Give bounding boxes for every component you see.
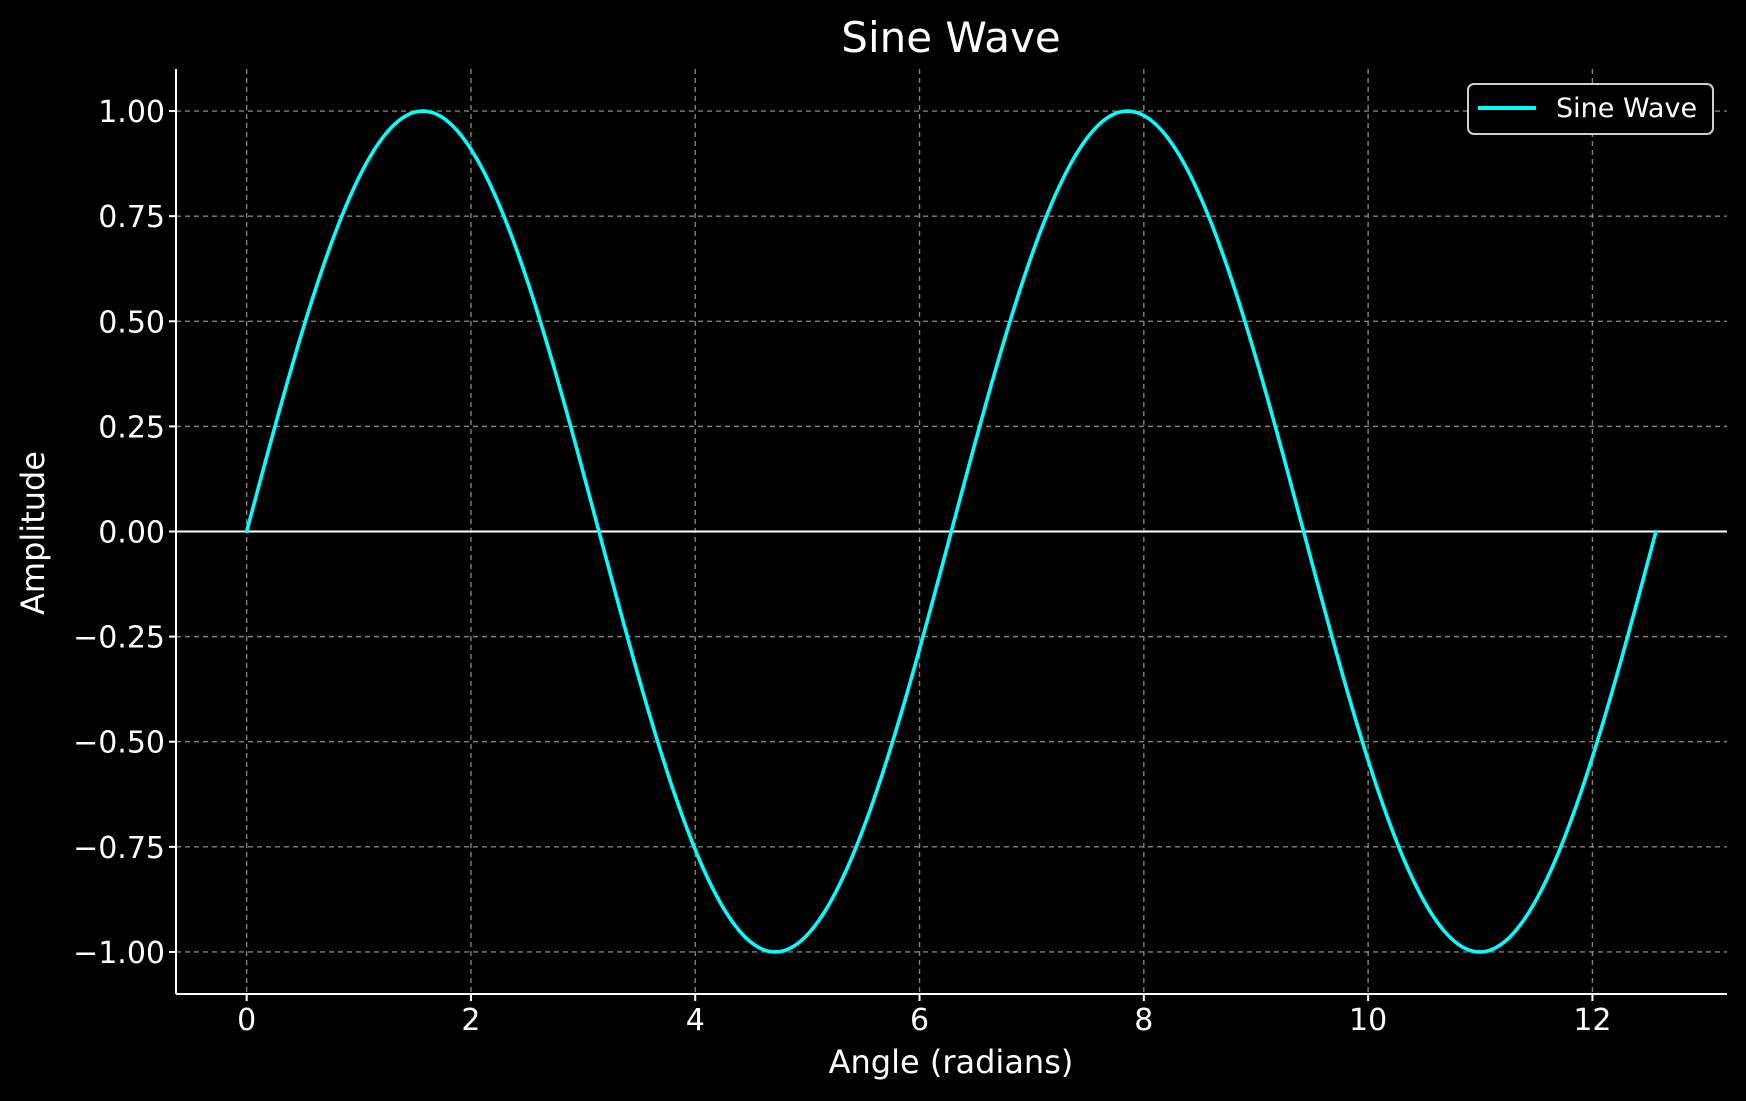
- y-tick-label-1: 0.75: [98, 200, 165, 235]
- y-tick-label-4: 0.00: [98, 516, 165, 551]
- x-tick-label-0: 0: [237, 1003, 256, 1038]
- x-tick-label-4: 8: [1134, 1003, 1153, 1038]
- y-tick-label-3: 0.25: [98, 410, 165, 445]
- x-tick-label-1: 2: [461, 1003, 480, 1038]
- x-axis-label: Angle (radians): [829, 1043, 1074, 1081]
- y-tick-label-7: −0.75: [73, 831, 165, 866]
- y-tick-label-2: 0.50: [98, 305, 165, 340]
- x-tick-label-5: 10: [1349, 1003, 1387, 1038]
- y-tick-label-6: −0.50: [73, 726, 165, 761]
- y-axis-label: Amplitude: [14, 451, 52, 615]
- legend: Sine Wave: [1468, 84, 1713, 134]
- y-tick-label-8: −1.00: [73, 936, 165, 971]
- y-tick-label-5: −0.25: [73, 621, 165, 656]
- chart-title: Sine Wave: [841, 13, 1060, 62]
- legend-label-sine-wave: Sine Wave: [1556, 93, 1697, 124]
- y-tick-label-0: 1.00: [98, 95, 165, 130]
- x-tick-label-6: 12: [1573, 1003, 1611, 1038]
- x-tick-label-2: 4: [686, 1003, 705, 1038]
- x-tick-label-3: 6: [910, 1003, 929, 1038]
